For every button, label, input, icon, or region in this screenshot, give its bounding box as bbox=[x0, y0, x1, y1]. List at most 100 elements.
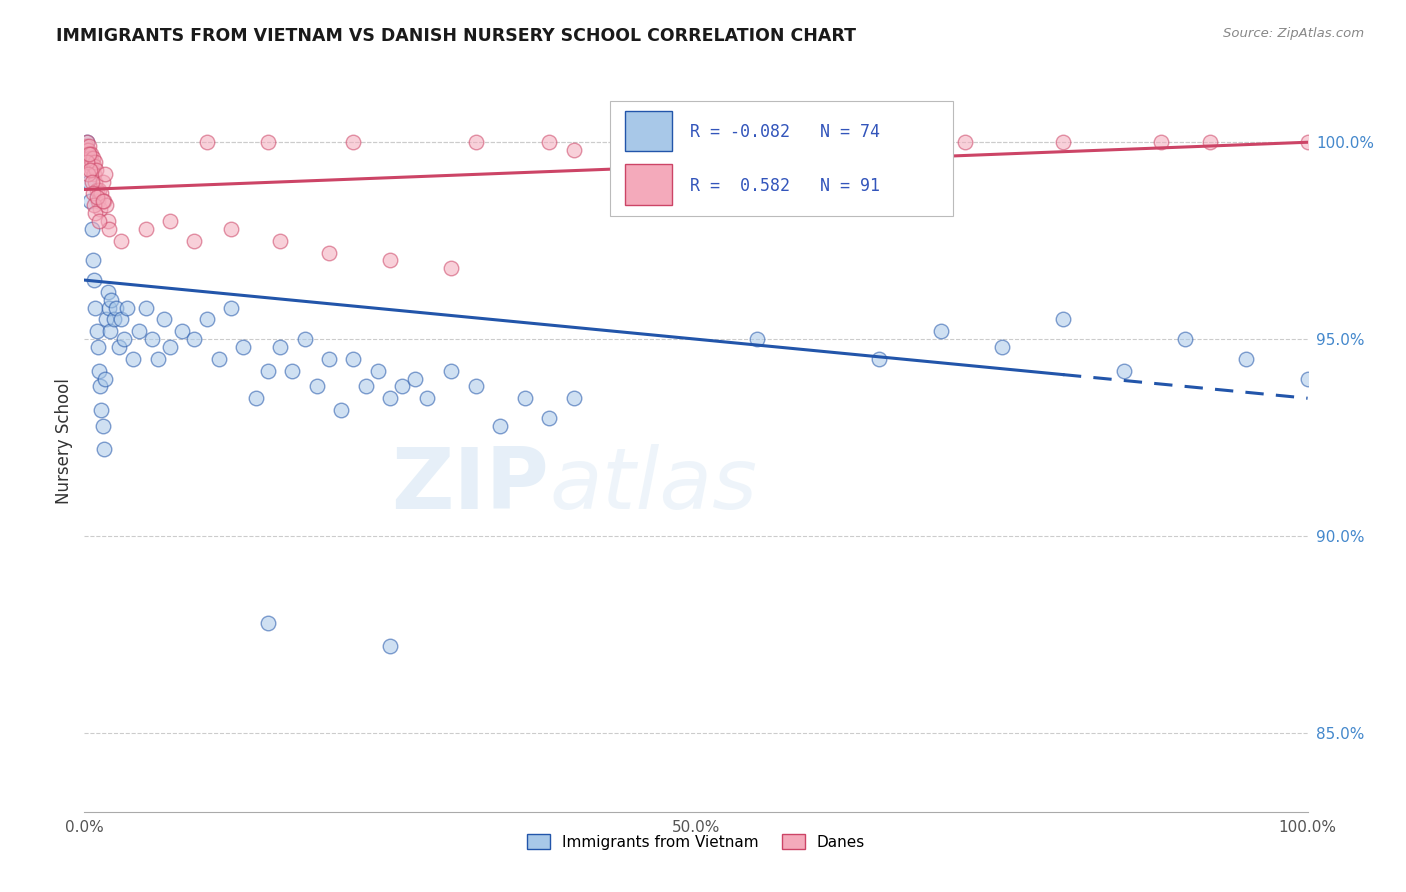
Point bbox=[110, 234, 132, 248]
FancyBboxPatch shape bbox=[610, 101, 953, 216]
Point bbox=[93, 194, 115, 209]
Point bbox=[195, 135, 218, 149]
Point bbox=[80, 175, 103, 189]
Point bbox=[562, 143, 585, 157]
Point bbox=[269, 340, 291, 354]
Point bbox=[100, 293, 122, 307]
Point bbox=[87, 194, 110, 209]
FancyBboxPatch shape bbox=[626, 164, 672, 204]
Y-axis label: Nursery School: Nursery School bbox=[55, 378, 73, 505]
Point bbox=[624, 135, 647, 149]
Point bbox=[75, 143, 97, 157]
Point bbox=[77, 175, 100, 189]
Text: atlas: atlas bbox=[550, 444, 758, 527]
Point bbox=[183, 234, 205, 248]
Point bbox=[354, 379, 377, 393]
Point bbox=[257, 615, 280, 630]
Point bbox=[440, 364, 463, 378]
Point bbox=[869, 135, 891, 149]
Point bbox=[112, 332, 135, 346]
Point bbox=[245, 391, 267, 405]
Point bbox=[105, 301, 128, 315]
Point bbox=[77, 143, 100, 157]
Point bbox=[538, 135, 561, 149]
Point bbox=[84, 162, 107, 177]
Point bbox=[380, 391, 402, 405]
Point bbox=[929, 135, 952, 149]
Point bbox=[232, 340, 254, 354]
Point bbox=[79, 194, 101, 209]
Point bbox=[747, 332, 769, 346]
Point bbox=[97, 301, 120, 315]
Point bbox=[110, 312, 132, 326]
Point bbox=[159, 214, 181, 228]
Point bbox=[1296, 371, 1319, 385]
Point bbox=[1198, 135, 1220, 149]
Point bbox=[1114, 364, 1136, 378]
Point bbox=[183, 332, 205, 346]
Point bbox=[83, 159, 105, 173]
Point bbox=[807, 135, 830, 149]
Point bbox=[79, 159, 101, 173]
Point bbox=[416, 391, 439, 405]
Point bbox=[90, 186, 112, 201]
Point bbox=[172, 324, 194, 338]
Point bbox=[94, 371, 117, 385]
Point bbox=[87, 182, 110, 196]
Point bbox=[82, 186, 104, 201]
Text: ZIP: ZIP bbox=[391, 444, 550, 527]
Point bbox=[79, 151, 101, 165]
Point bbox=[929, 324, 952, 338]
Point bbox=[489, 418, 512, 433]
Point bbox=[685, 135, 707, 149]
Point bbox=[79, 162, 101, 177]
Point bbox=[1174, 332, 1197, 346]
Point bbox=[98, 324, 121, 338]
Point bbox=[135, 301, 157, 315]
Point bbox=[135, 222, 157, 236]
Point bbox=[330, 403, 353, 417]
Point bbox=[76, 147, 98, 161]
Point bbox=[380, 253, 402, 268]
Point bbox=[1052, 312, 1074, 326]
Point bbox=[128, 324, 150, 338]
Point bbox=[96, 312, 118, 326]
Point bbox=[342, 135, 364, 149]
Point bbox=[77, 155, 100, 169]
Point bbox=[82, 162, 104, 177]
Point bbox=[538, 411, 561, 425]
Point bbox=[80, 222, 103, 236]
Point bbox=[97, 214, 120, 228]
Point bbox=[513, 391, 536, 405]
Point bbox=[391, 379, 413, 393]
Point bbox=[1052, 135, 1074, 149]
Text: R = -0.082   N = 74: R = -0.082 N = 74 bbox=[690, 123, 880, 141]
Point bbox=[76, 135, 98, 149]
Point bbox=[440, 261, 463, 276]
Point bbox=[91, 175, 114, 189]
Text: R =  0.582   N = 91: R = 0.582 N = 91 bbox=[690, 178, 880, 195]
Point bbox=[87, 214, 110, 228]
Point bbox=[90, 403, 112, 417]
Point bbox=[80, 147, 103, 161]
Point bbox=[219, 222, 242, 236]
Text: Source: ZipAtlas.com: Source: ZipAtlas.com bbox=[1223, 27, 1364, 40]
Point bbox=[86, 190, 108, 204]
Point bbox=[1296, 135, 1319, 149]
Point bbox=[464, 379, 486, 393]
Point bbox=[257, 364, 280, 378]
Point bbox=[83, 167, 105, 181]
Point bbox=[464, 135, 486, 149]
Point bbox=[208, 351, 231, 366]
Point bbox=[747, 135, 769, 149]
Point bbox=[84, 175, 107, 189]
Point bbox=[318, 351, 340, 366]
Point bbox=[77, 167, 100, 181]
Point bbox=[82, 253, 104, 268]
Point bbox=[84, 301, 107, 315]
Point bbox=[146, 351, 169, 366]
Point bbox=[342, 351, 364, 366]
Point bbox=[96, 198, 118, 212]
Point bbox=[219, 301, 242, 315]
Point bbox=[97, 222, 120, 236]
